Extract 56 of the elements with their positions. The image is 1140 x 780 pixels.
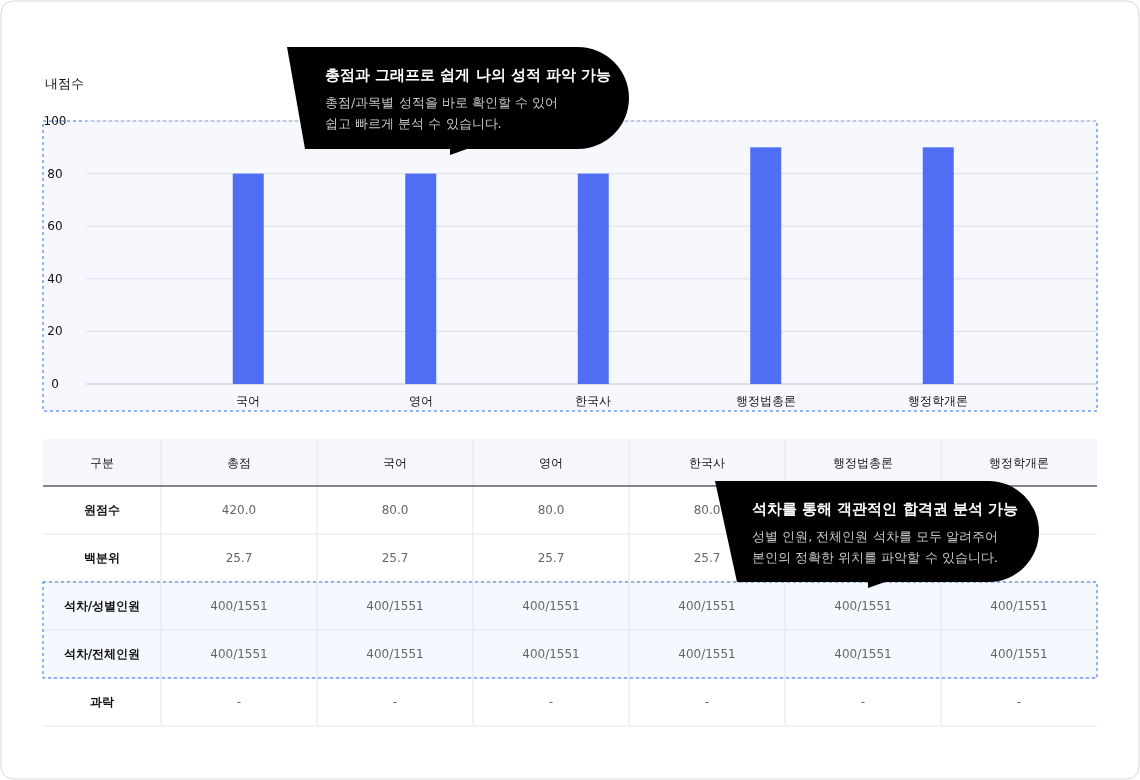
- x-tick-label: 행정법총론: [735, 394, 796, 408]
- x-tick-label: 행정학개론: [908, 394, 969, 408]
- x-tick-label: 한국사: [575, 394, 612, 408]
- text: 80.0: [381, 503, 409, 517]
- text: 400/1551: [210, 647, 268, 661]
- category-label: 영어: [539, 455, 563, 470]
- text: 25.7: [225, 551, 253, 565]
- text: 25.7: [693, 551, 721, 565]
- y-axis-title: 내점수: [45, 76, 84, 91]
- text: 성별 인원, 전체인원 석차를 모두 알려주어: [752, 529, 998, 544]
- category-label: 과락: [90, 695, 114, 709]
- text: 400/1551: [522, 647, 580, 661]
- text: -: [860, 695, 866, 709]
- category-label: 석차/전체인원: [63, 647, 141, 661]
- text: 400/1551: [210, 599, 268, 613]
- text: 420.0: [221, 503, 257, 517]
- y-tick-label: 40: [47, 271, 63, 286]
- category-label: 국어: [383, 455, 407, 470]
- text: 석차를 통해 객관적인 합격권 분석 가능: [752, 500, 1019, 518]
- text: 구분: [90, 455, 114, 470]
- category-label: 원점수: [84, 503, 120, 517]
- text: 400/1551: [678, 647, 736, 661]
- text: 25.7: [537, 551, 565, 565]
- text: 400/1551: [366, 647, 424, 661]
- annotation: 쉽고 빠르게 분석 수 있습니다.: [325, 116, 502, 131]
- category-label: 한국사: [689, 455, 725, 470]
- text: 400/1551: [990, 599, 1048, 613]
- text: 본인의 정확한 위치를 파악할 수 있습니다.: [752, 550, 998, 565]
- y-tick-label: 80: [47, 166, 63, 181]
- text: -: [392, 695, 398, 709]
- text: -: [236, 695, 242, 709]
- x-tick-label: 국어: [236, 394, 261, 408]
- y-tick-label: 20: [47, 324, 63, 339]
- y-tick-label: 60: [47, 219, 63, 234]
- text: 400/1551: [834, 647, 892, 661]
- category-label: 백분위: [84, 551, 120, 565]
- text: 400/1551: [522, 599, 580, 613]
- y-tick-label: 0: [51, 377, 59, 391]
- category-label: 총점: [227, 455, 251, 470]
- text: 400/1551: [366, 599, 424, 613]
- text: 총점과 그래프로 쉽게 나의 성적 파악 가능: [325, 66, 612, 84]
- y-tick-label: 100: [43, 114, 67, 128]
- text: 80.0: [693, 503, 721, 517]
- text: -: [1016, 695, 1022, 709]
- x-tick-label: 영어: [408, 394, 433, 408]
- text: -: [548, 695, 554, 709]
- text: 25.7: [381, 551, 409, 565]
- category-label: 행정법총론: [833, 455, 893, 470]
- text: 80.0: [537, 503, 565, 517]
- category-label: 석차/성별인원: [63, 599, 141, 613]
- text: 400/1551: [678, 599, 736, 613]
- category-label: 행정학개론: [989, 455, 1049, 470]
- text: -: [704, 695, 710, 709]
- text: 400/1551: [990, 647, 1048, 661]
- text: 총점/과목별 성적을 바로 확인할 수 있어: [325, 95, 559, 110]
- text: 400/1551: [834, 599, 892, 613]
